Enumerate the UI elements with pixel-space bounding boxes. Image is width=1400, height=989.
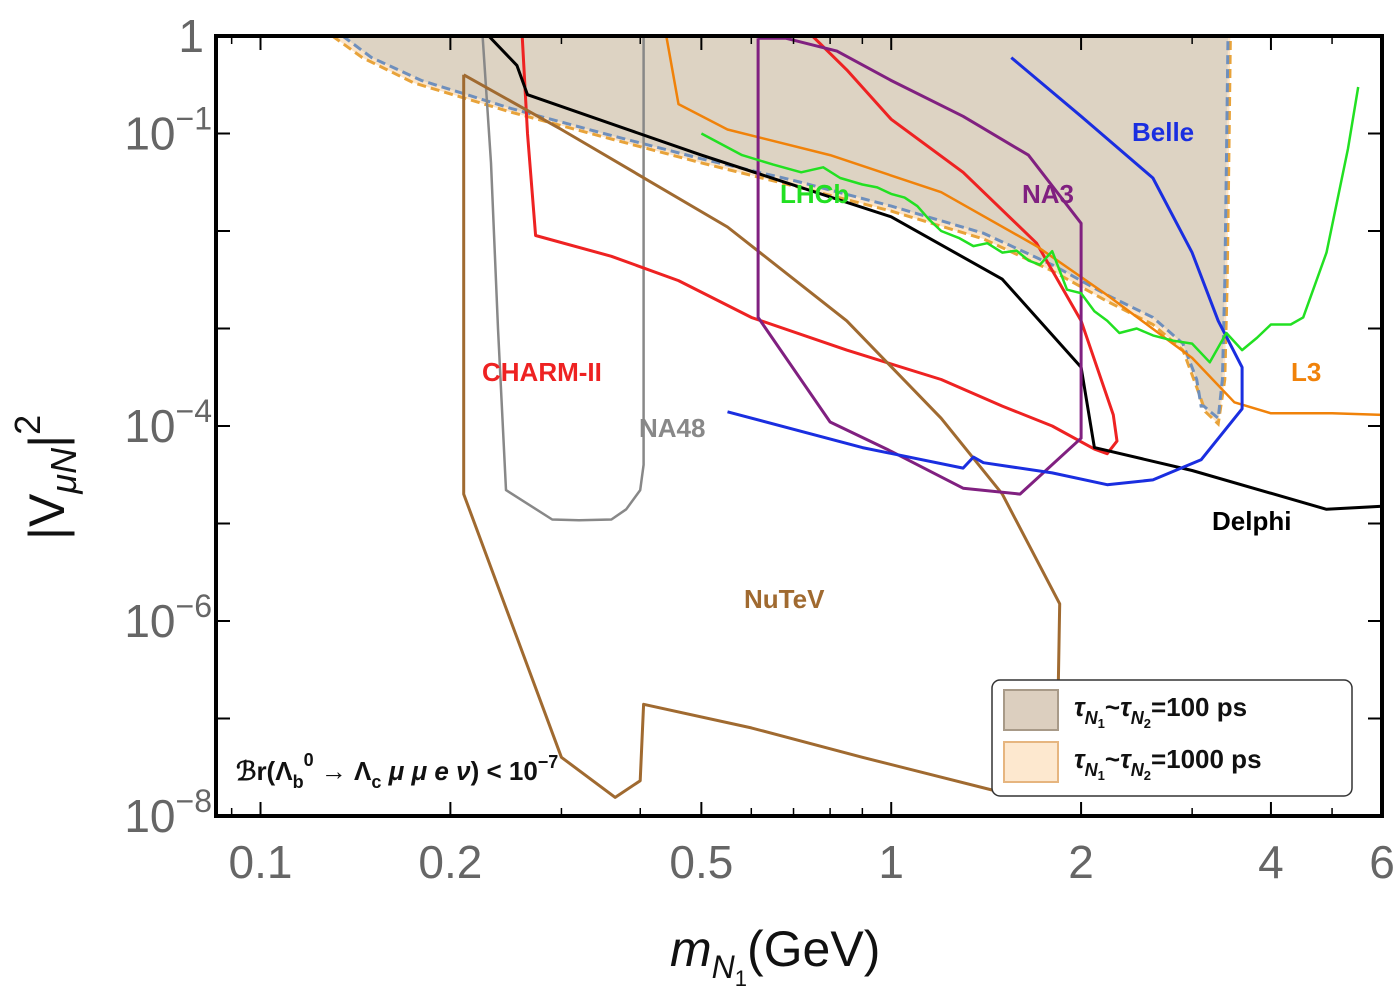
y-tick-label: 10−8 (124, 783, 212, 842)
x-tick-label: 0.5 (669, 836, 733, 888)
series-belle (727, 56, 1244, 487)
label-charm-ii: CHARM-II (482, 357, 602, 387)
series-l3 (665, 36, 1382, 417)
label-lhcb: LHCb (780, 179, 849, 209)
label-l3: L3 (1291, 357, 1321, 387)
label-nutev: NuTeV (744, 584, 825, 614)
region-edge-tau-100ps (341, 36, 1230, 422)
axis-ticks: 0.1 0.2 0.5 1 2 4 6 1 10−1 10−4 10−6 10−8 (124, 10, 1394, 888)
x-tick-label: 1 (878, 836, 904, 888)
series-charm-ii (520, 36, 1119, 456)
y-tick-label: 10−1 (124, 101, 212, 160)
y-tick-label: 10−6 (124, 588, 212, 647)
x-tick-label: 2 (1068, 836, 1094, 888)
series-na3 (756, 36, 1083, 496)
legend-box (991, 679, 1353, 797)
y-tick-label: 10−4 (124, 393, 212, 452)
series-delphi (487, 36, 1382, 511)
label-na3: NA3 (1022, 179, 1074, 209)
legend-swatch-100ps (1003, 689, 1059, 731)
x-tick-label: 6 (1369, 836, 1395, 888)
legend-label-100ps: τN1~τN2=100 ps (1074, 692, 1247, 731)
legend-swatch-1000ps (1003, 741, 1059, 783)
label-delphi: Delphi (1212, 506, 1291, 536)
y-tick-label: 1 (178, 10, 204, 62)
series-na48 (481, 36, 645, 522)
label-belle: Belle (1132, 117, 1194, 147)
region-tau-100ps (342, 36, 1228, 419)
x-axis-label: mN1(GeV) (670, 921, 880, 989)
x-tick-label: 0.1 (229, 836, 293, 888)
x-tick-label: 4 (1258, 836, 1284, 888)
y-axis-label: |VμN|2 (7, 415, 84, 540)
x-tick-label: 0.2 (418, 836, 482, 888)
legend-label-1000ps: τN1~τN2=1000 ps (1074, 744, 1262, 783)
branching-ratio-annotation: ℬr(Λb0 → Λc μ μ e ν) < 10−7 (236, 750, 558, 792)
series-lhcb (700, 86, 1360, 364)
legend: τN1~τN2=100 ps τN1~τN2=1000 ps (991, 679, 1353, 797)
label-na48: NA48 (639, 413, 705, 443)
